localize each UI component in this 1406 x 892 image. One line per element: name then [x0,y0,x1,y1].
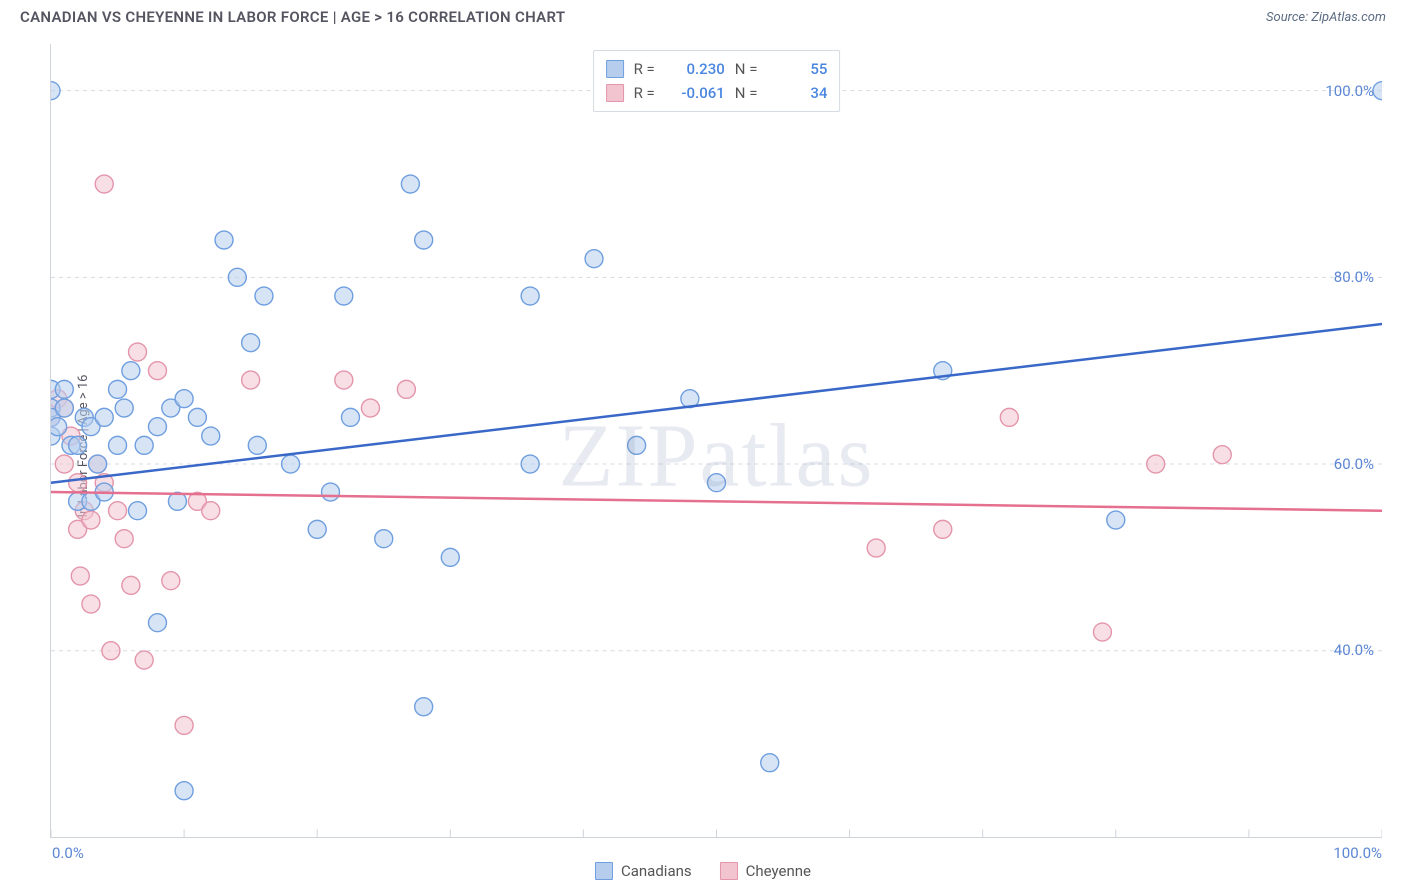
y-tick-label: 60.0% [1334,455,1374,473]
y-tick-label: 40.0% [1334,641,1374,659]
swatch-canadians [606,60,624,78]
x-axis-min-label: 0.0% [52,844,84,862]
n-value-cheyenne: 34 [767,81,827,105]
legend-label-cheyenne: Cheyenne [746,862,811,880]
y-tick-label: 100.0% [1325,82,1374,100]
legend-row-canadians: R = 0.230 N = 55 [606,57,828,81]
r-value-canadians: 0.230 [665,57,725,81]
correlation-legend: R = 0.230 N = 55 R = -0.061 N = 34 [593,50,841,112]
chart-title: CANADIAN VS CHEYENNE IN LABOR FORCE | AG… [20,8,565,26]
scatter-plot [51,44,1382,837]
y-tick-label: 80.0% [1334,268,1374,286]
legend-label-canadians: Canadians [621,862,692,880]
legend-row-cheyenne: R = -0.061 N = 34 [606,81,828,105]
legend-item-cheyenne: Cheyenne [720,862,811,880]
n-label: N = [735,81,758,105]
r-value-cheyenne: -0.061 [665,81,725,105]
n-label: N = [735,57,758,81]
swatch-canadians [595,862,613,880]
swatch-cheyenne [606,84,624,102]
r-label: R = [634,57,655,81]
legend-item-canadians: Canadians [595,862,692,880]
series-legend: Canadians Cheyenne [595,862,811,880]
swatch-cheyenne [720,862,738,880]
chart-area: R = 0.230 N = 55 R = -0.061 N = 34 ZIPat… [50,44,1382,838]
r-label: R = [634,81,655,105]
x-axis-max-label: 100.0% [1333,844,1382,862]
n-value-canadians: 55 [767,57,827,81]
chart-source: Source: ZipAtlas.com [1266,10,1386,25]
